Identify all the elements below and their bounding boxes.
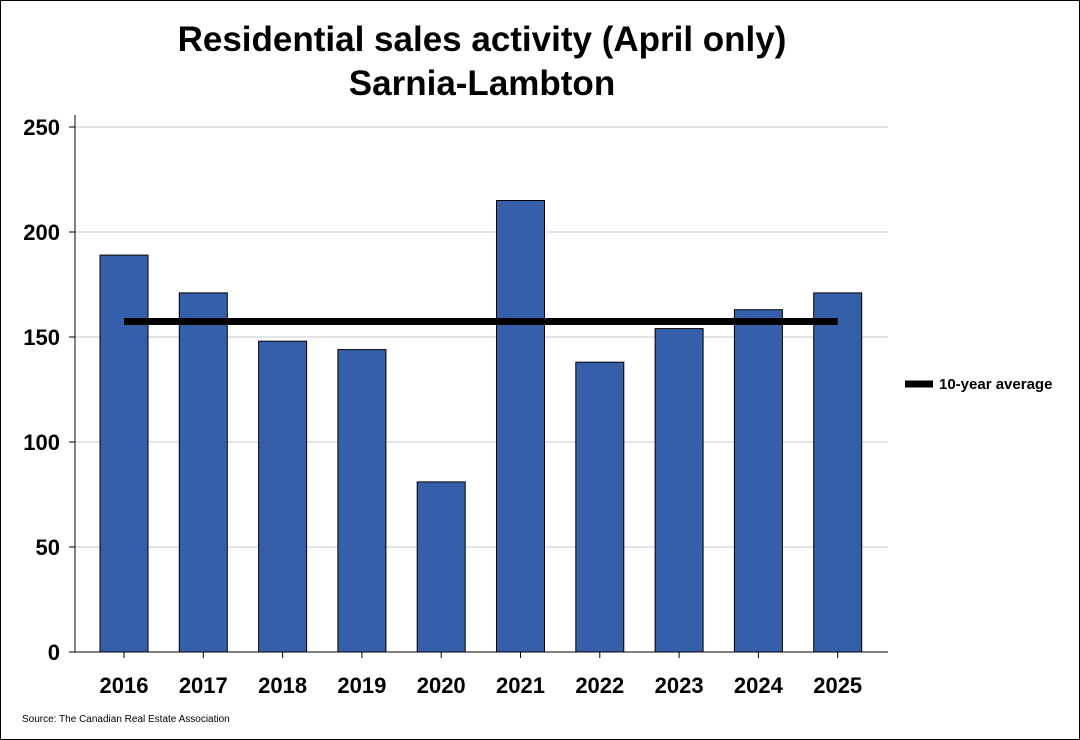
bars bbox=[99, 200, 863, 653]
axes: 0 50 100 150 200 250 2016 2017 2018 2019 2020 2021 2… bbox=[23, 115, 888, 698]
y-tick-label-250: 250 bbox=[23, 115, 60, 140]
x-tick-label-2019: 2019 bbox=[337, 673, 386, 698]
x-tick-label-2024: 2024 bbox=[734, 673, 784, 698]
y-tick-label-100: 100 bbox=[23, 430, 60, 455]
bar-2022 bbox=[575, 361, 625, 653]
bar-2024 bbox=[733, 309, 783, 653]
legend-label-average: 10-year average bbox=[939, 376, 1052, 393]
x-tick-label-2017: 2017 bbox=[179, 673, 228, 698]
y-tick-label-0: 0 bbox=[48, 640, 60, 665]
legend: 10-year average bbox=[905, 376, 1052, 393]
y-tick-label-200: 200 bbox=[23, 220, 60, 245]
x-tick-label-2016: 2016 bbox=[100, 673, 149, 698]
bar-2020 bbox=[416, 481, 466, 653]
source-note: Source: The Canadian Real Estate Associa… bbox=[22, 714, 230, 725]
bar-2019 bbox=[337, 349, 387, 653]
bar-2025 bbox=[813, 292, 863, 653]
bar-2017 bbox=[178, 292, 228, 653]
bar-2018 bbox=[258, 340, 308, 653]
x-tick-label-2021: 2021 bbox=[496, 673, 545, 698]
bar-2021 bbox=[496, 200, 545, 653]
bar-2023 bbox=[654, 328, 704, 653]
x-tick-label-2020: 2020 bbox=[417, 673, 466, 698]
x-tick-label-2025: 2025 bbox=[813, 673, 862, 698]
y-tick-label-50: 50 bbox=[36, 535, 60, 560]
x-tick-label-2018: 2018 bbox=[258, 673, 307, 698]
y-tick-label-150: 150 bbox=[23, 325, 60, 350]
chart-title-line-2: Sarnia-Lambton bbox=[349, 64, 615, 103]
x-tick-label-2022: 2022 bbox=[575, 673, 624, 698]
chart-title-line-1: Residential sales activity (April only) bbox=[178, 20, 787, 59]
bar-2016 bbox=[99, 254, 149, 653]
x-tick-label-2023: 2023 bbox=[655, 673, 704, 698]
